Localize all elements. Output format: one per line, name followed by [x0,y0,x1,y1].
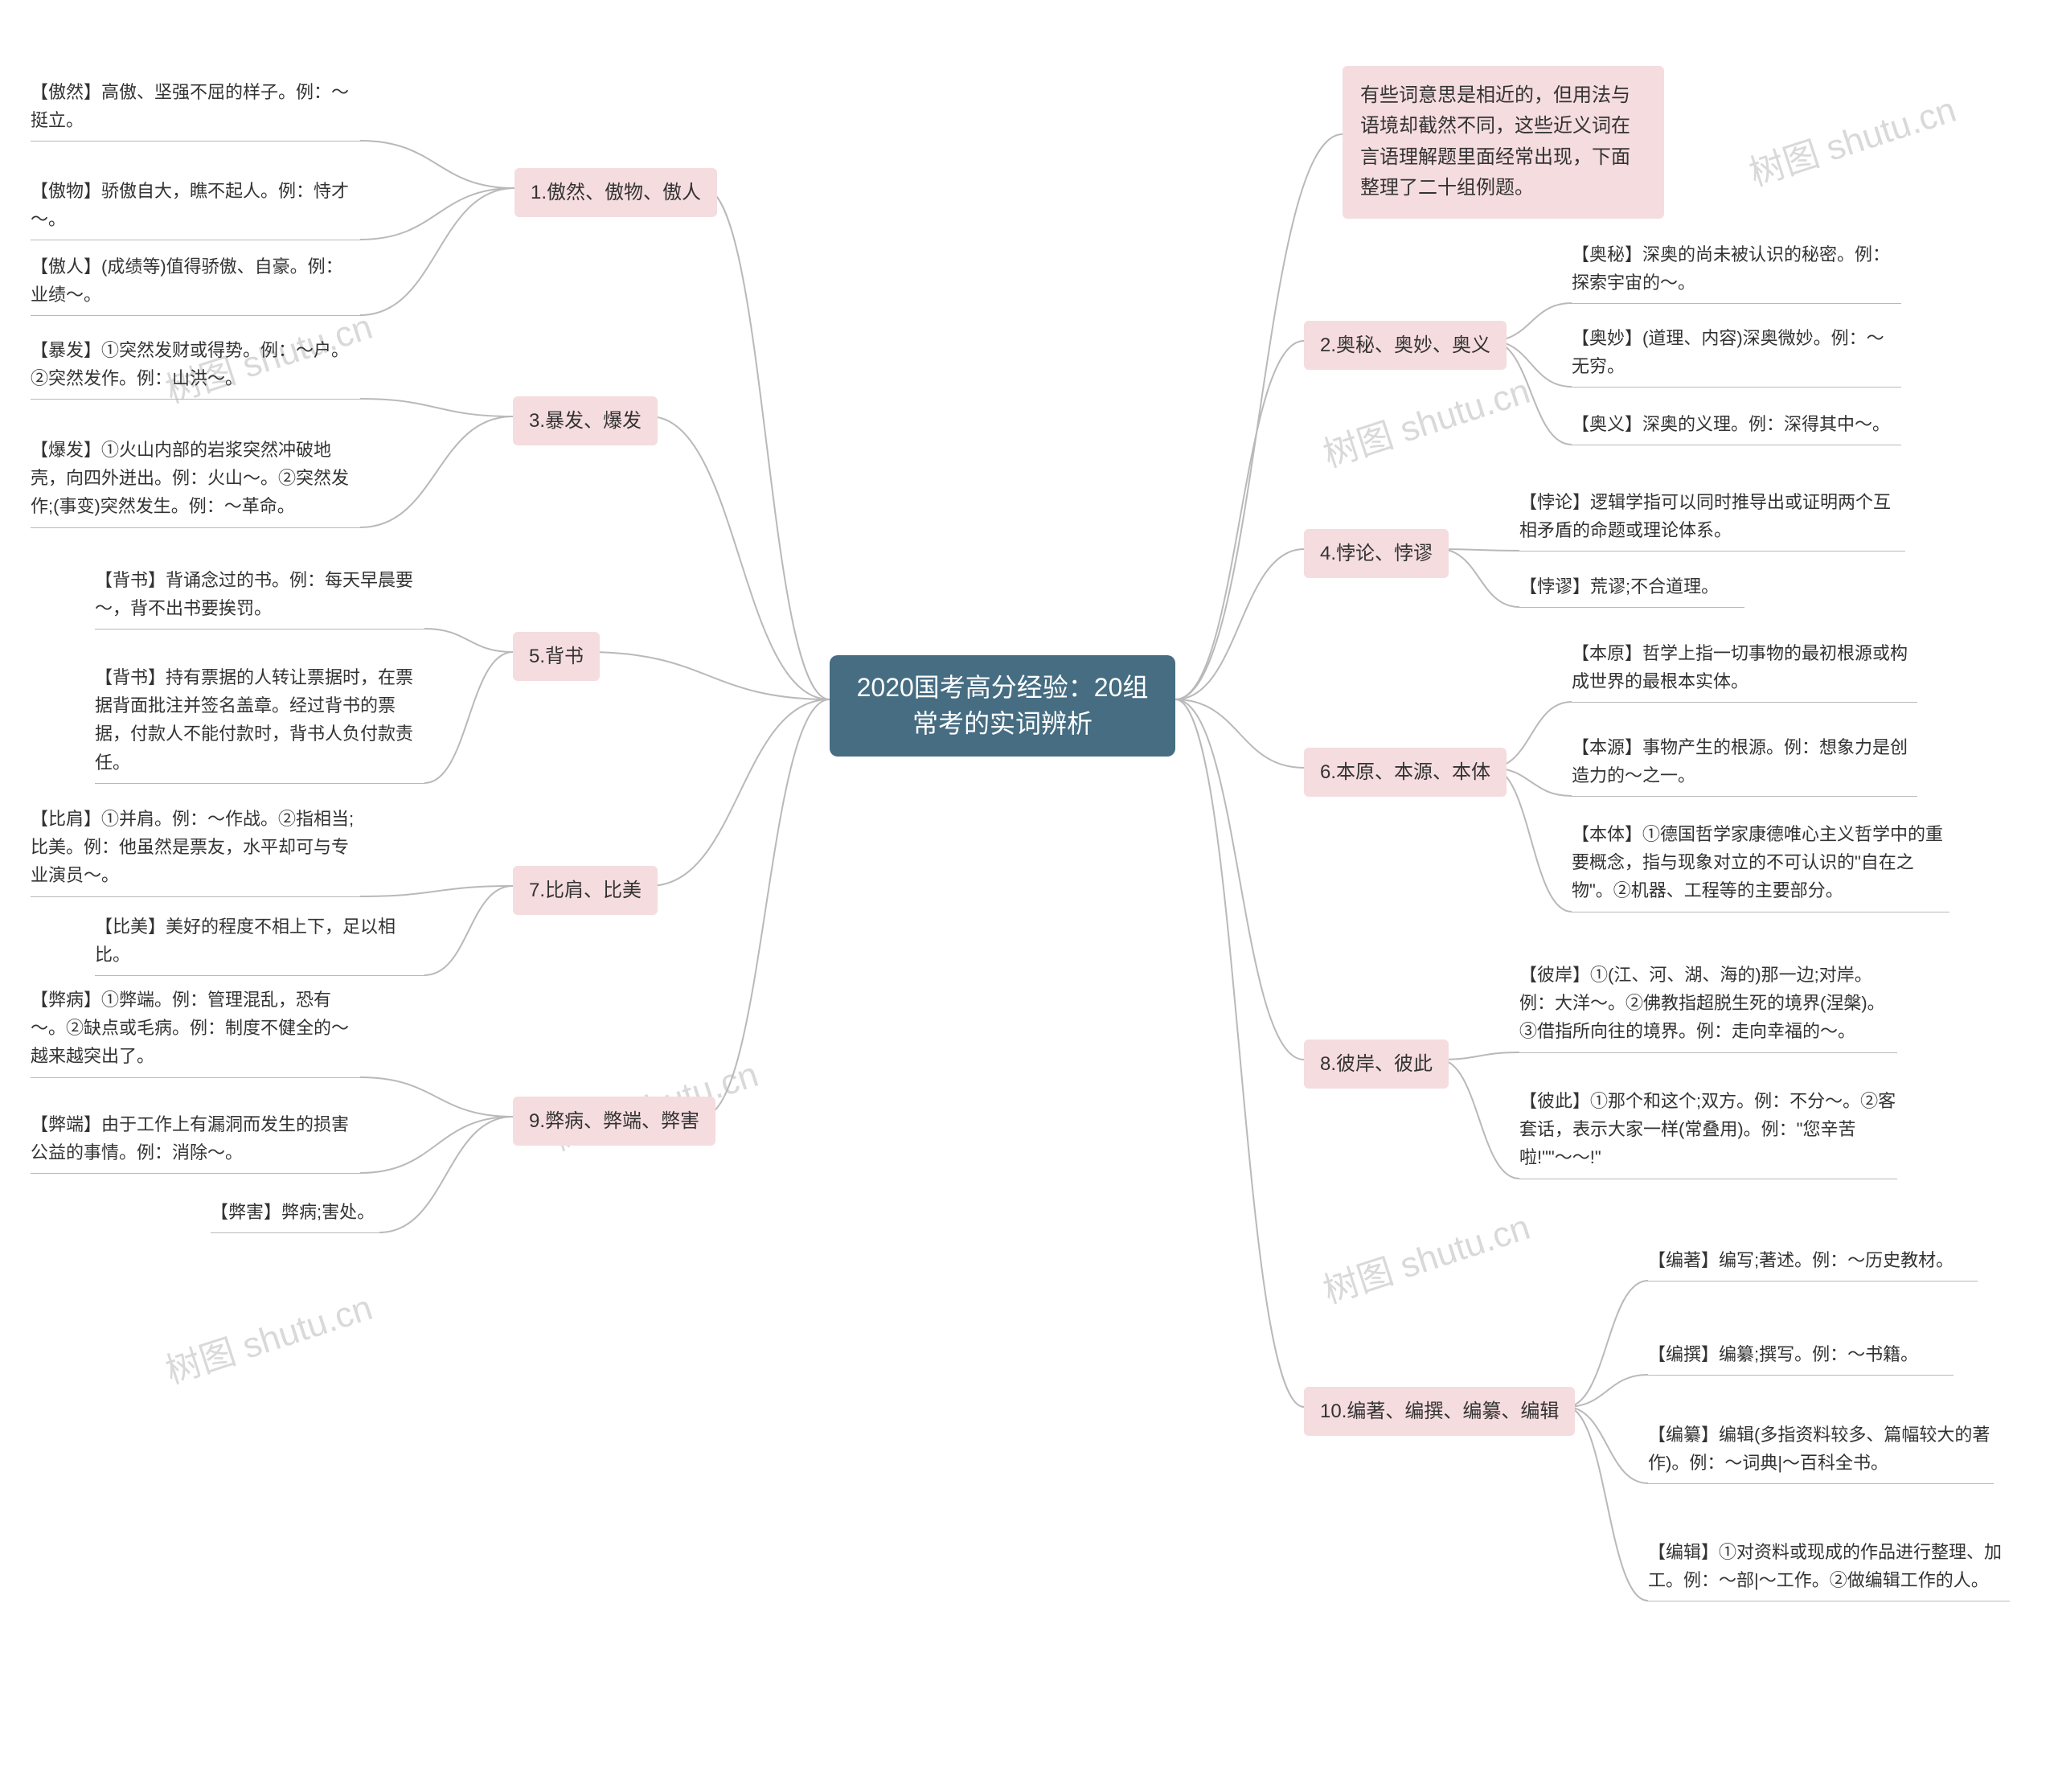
leaf-underline [1572,796,1917,797]
leaf-node: 【悖谬】荒谬;不合道理。 [1519,572,1744,605]
center-node: 2020国考高分经验：20组 常考的实词辨析 [830,655,1175,757]
leaf-underline [31,527,360,528]
leaf-underline [1519,551,1905,552]
leaf-node: 【傲物】骄傲自大，瞧不起人。例：恃才～。 [31,177,360,237]
leaf-node: 【本原】哲学上指一切事物的最初根源或构成世界的最根本实体。 [1572,639,1917,699]
leaf-node: 【本体】①德国哲学家康德唯心主义哲学中的重要概念，指与现象对立的不可认识的"自在… [1572,820,1949,909]
leaf-node: 【弊端】由于工作上有漏洞而发生的损害公益的事情。例：消除～。 [31,1110,360,1171]
leaf-node: 【编辑】①对资料或现成的作品进行整理、加工。例：～部|～工作。②做编辑工作的人。 [1648,1538,2010,1598]
leaf-underline [1519,1052,1897,1053]
leaf-underline [1572,303,1901,304]
leaf-underline [95,975,424,976]
branch-node: 4.悖论、悖谬 [1304,529,1449,578]
leaf-underline [31,1077,360,1078]
branch-node: 10.编著、编撰、编纂、编辑 [1304,1387,1575,1436]
leaf-underline [31,399,360,400]
branch-node: 9.弊病、弊端、弊害 [513,1097,715,1146]
leaf-underline [1572,702,1917,703]
leaf-node: 【彼此】①那个和这个;双方。例：不分～。②客套话，表示大家一样(常叠用)。例："… [1519,1087,1897,1176]
leaf-node: 【傲人】(成绩等)值得骄傲、自豪。例：业绩～。 [31,252,360,313]
leaf-underline [31,1173,360,1174]
leaf-underline [95,783,424,784]
branch-node: 2.奥秘、奥妙、奥义 [1304,321,1507,370]
leaf-node: 【彼岸】①(江、河、湖、海的)那一边;对岸。例：大洋～。②佛教指超脱生死的境界(… [1519,961,1897,1050]
branch-node: 7.比肩、比美 [513,866,658,915]
mindmap-diagram: 树图 shutu.cn树图 shutu.cn树图 shutu.cn树图 shut… [0,0,2058,1792]
branch-node: 3.暴发、爆发 [513,396,658,445]
leaf-node: 【背书】背诵念过的书。例：每天早晨要～，背不出书要挨罚。 [95,566,424,626]
leaf-underline [1648,1483,1994,1484]
branch-node: 8.彼岸、彼此 [1304,1040,1449,1089]
leaf-node: 【奥妙】(道理、内容)深奥微妙。例：～无穷。 [1572,324,1901,384]
intro-text: 有些词意思是相近的，但用法与语境却截然不同，这些近义词在言语理解题里面经常出现，… [1360,84,1630,199]
leaf-node: 【本源】事物产生的根源。例：想象力是创造力的～之一。 [1572,733,1917,793]
leaf-node: 【背书】持有票据的人转让票据时，在票据背面批注并签名盖章。经过背书的票据，付款人… [95,663,424,781]
center-line1: 2020国考高分经验：20组 [857,673,1149,702]
branch-node: 1.傲然、傲物、傲人 [514,168,717,217]
leaf-node: 【比美】美好的程度不相上下，足以相比。 [95,912,424,973]
leaf-node: 【比肩】①并肩。例：～作战。②指相当;比美。例：他虽然是票友，水平却可与专业演员… [31,805,360,894]
leaf-node: 【暴发】①突然发财或得势。例：～户。②突然发作。例：山洪～。 [31,336,360,396]
leaf-node: 【编纂】编辑(多指资料较多、篇幅较大的著作)。例：～词典|～百科全书。 [1648,1421,1994,1481]
leaf-node: 【编撰】编纂;撰写。例：～书籍。 [1648,1340,1953,1372]
leaf-underline [1648,1375,1953,1376]
branch-node: 6.本原、本源、本体 [1304,748,1507,797]
leaf-node: 【弊病】①弊端。例：管理混乱，恐有～。②缺点或毛病。例：制度不健全的～越来越突出… [31,986,360,1075]
leaf-node: 【奥义】深奥的义理。例：深得其中～。 [1572,410,1901,442]
leaf-node: 【奥秘】深奥的尚未被认识的秘密。例：探索宇宙的～。 [1572,240,1901,301]
leaf-node: 【弊害】弊病;害处。 [211,1198,379,1230]
leaf-node: 【悖论】逻辑学指可以同时推导出或证明两个互相矛盾的命题或理论体系。 [1519,488,1905,548]
leaf-node: 【傲然】高傲、坚强不屈的样子。例：～挺立。 [31,78,360,138]
branch-node: 5.背书 [513,632,600,681]
center-line2: 常考的实词辨析 [912,709,1093,738]
intro-note: 有些词意思是相近的，但用法与语境却截然不同，这些近义词在言语理解题里面经常出现，… [1343,66,1664,219]
leaf-underline [1572,387,1901,388]
leaf-underline [1519,607,1744,608]
leaf-underline [31,896,360,897]
leaf-node: 【爆发】①火山内部的岩浆突然冲破地壳，向四外迸出。例：火山～。②突然发作;(事变… [31,436,360,525]
leaf-underline [211,1232,379,1233]
leaf-node: 【编著】编写;著述。例：～历史教材。 [1648,1246,1978,1278]
leaf-underline [31,315,360,316]
